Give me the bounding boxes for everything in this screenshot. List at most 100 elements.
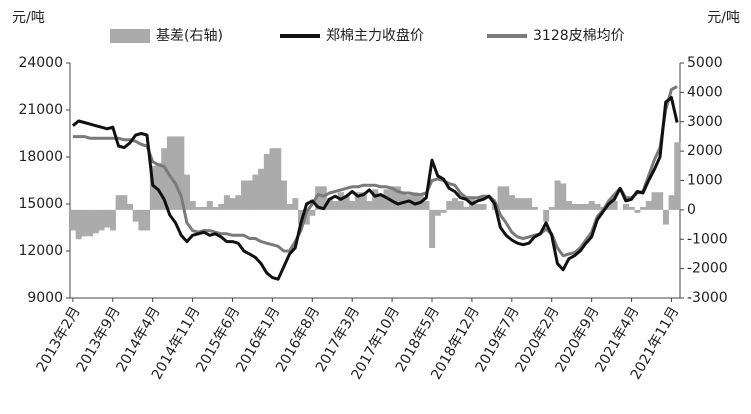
bar: [155, 162, 162, 210]
bar: [189, 201, 196, 210]
bar: [81, 209, 88, 237]
bar: [640, 206, 647, 210]
line: [71, 96, 679, 281]
y-tick-label: 9000: [27, 290, 63, 306]
bar: [434, 209, 441, 216]
bar: [121, 195, 128, 210]
bar: [332, 201, 339, 210]
y-tick-label: 21000: [18, 102, 63, 118]
line: [72, 85, 678, 258]
bar: [92, 209, 99, 234]
bar: [594, 204, 601, 210]
bar: [98, 209, 105, 231]
bar: [178, 136, 185, 210]
bar: [662, 209, 669, 225]
y2-axis-unit: 元/吨: [707, 10, 740, 26]
bar: [565, 201, 572, 210]
y2-tick-label: 0: [687, 202, 696, 218]
bar: [355, 192, 362, 210]
legend-label: 郑棉主力收盘价: [326, 27, 424, 44]
bar: [377, 195, 384, 210]
bar: [412, 192, 419, 210]
bar: [161, 148, 168, 210]
y-tick-label: 12000: [18, 243, 63, 259]
bar: [127, 204, 134, 210]
bar: [115, 195, 122, 210]
bar: [286, 204, 293, 210]
bar: [263, 154, 270, 210]
bar: [87, 209, 94, 237]
y2-tick-label: -1000: [687, 231, 728, 247]
bar: [246, 180, 253, 210]
bar: [514, 198, 521, 210]
bar: [657, 192, 664, 210]
bar: [554, 180, 561, 210]
bar: [526, 198, 533, 210]
bar: [320, 186, 327, 210]
y2-tick-label: 5000: [687, 55, 723, 71]
y2-tick-label: 3000: [687, 114, 723, 130]
bar: [668, 195, 675, 210]
bar: [326, 198, 333, 210]
bar: [457, 201, 464, 210]
legend-label: 3128皮棉均价: [533, 27, 625, 44]
bar: [372, 189, 379, 210]
bar: [184, 174, 191, 210]
y2-tick-label: -2000: [687, 261, 728, 277]
bar: [605, 204, 612, 210]
y-axis-unit: 元/吨: [12, 10, 45, 26]
bar: [252, 174, 259, 210]
bar: [315, 186, 322, 210]
bar: [383, 189, 390, 210]
bar: [474, 204, 481, 210]
bar: [366, 201, 373, 210]
bar: [132, 209, 139, 222]
bar: [588, 201, 595, 210]
bar: [440, 209, 447, 213]
bar: [531, 206, 538, 210]
bar: [218, 204, 225, 210]
bar: [451, 198, 458, 210]
bar: [212, 206, 219, 210]
bar: [269, 148, 276, 210]
bar: [497, 186, 504, 210]
bar: [571, 204, 578, 210]
y-tick-label: 24000: [18, 55, 63, 71]
bar: [394, 186, 401, 210]
bar: [206, 201, 213, 210]
bar: [109, 209, 116, 231]
bar: [258, 168, 265, 210]
bar: [446, 201, 453, 210]
legend-swatch: [110, 29, 150, 43]
bar: [138, 209, 145, 231]
bar: [651, 192, 658, 210]
bar: [622, 204, 629, 210]
bar: [337, 192, 344, 210]
bar: [674, 142, 681, 210]
y2-tick-label: 1000: [687, 173, 723, 189]
bar: [235, 195, 242, 210]
bar: [645, 201, 652, 210]
bar: [583, 204, 590, 210]
bar: [634, 209, 641, 213]
bar: [241, 180, 248, 210]
bar: [349, 201, 356, 210]
bar: [463, 206, 470, 210]
bar: [172, 136, 179, 210]
bar: [223, 195, 230, 210]
legend-label: 基差(右轴): [156, 27, 223, 44]
bar: [508, 195, 515, 210]
bar: [360, 192, 367, 210]
bar: [144, 209, 151, 231]
bar: [75, 209, 82, 240]
bar: [503, 186, 510, 210]
bar: [628, 206, 635, 210]
y-tick-label: 15000: [18, 196, 63, 212]
bar: [280, 180, 287, 210]
bar: [423, 201, 430, 210]
bar: [303, 209, 310, 225]
bar: [577, 204, 584, 210]
bar: [229, 198, 236, 210]
y-tick-label: 18000: [18, 149, 63, 165]
